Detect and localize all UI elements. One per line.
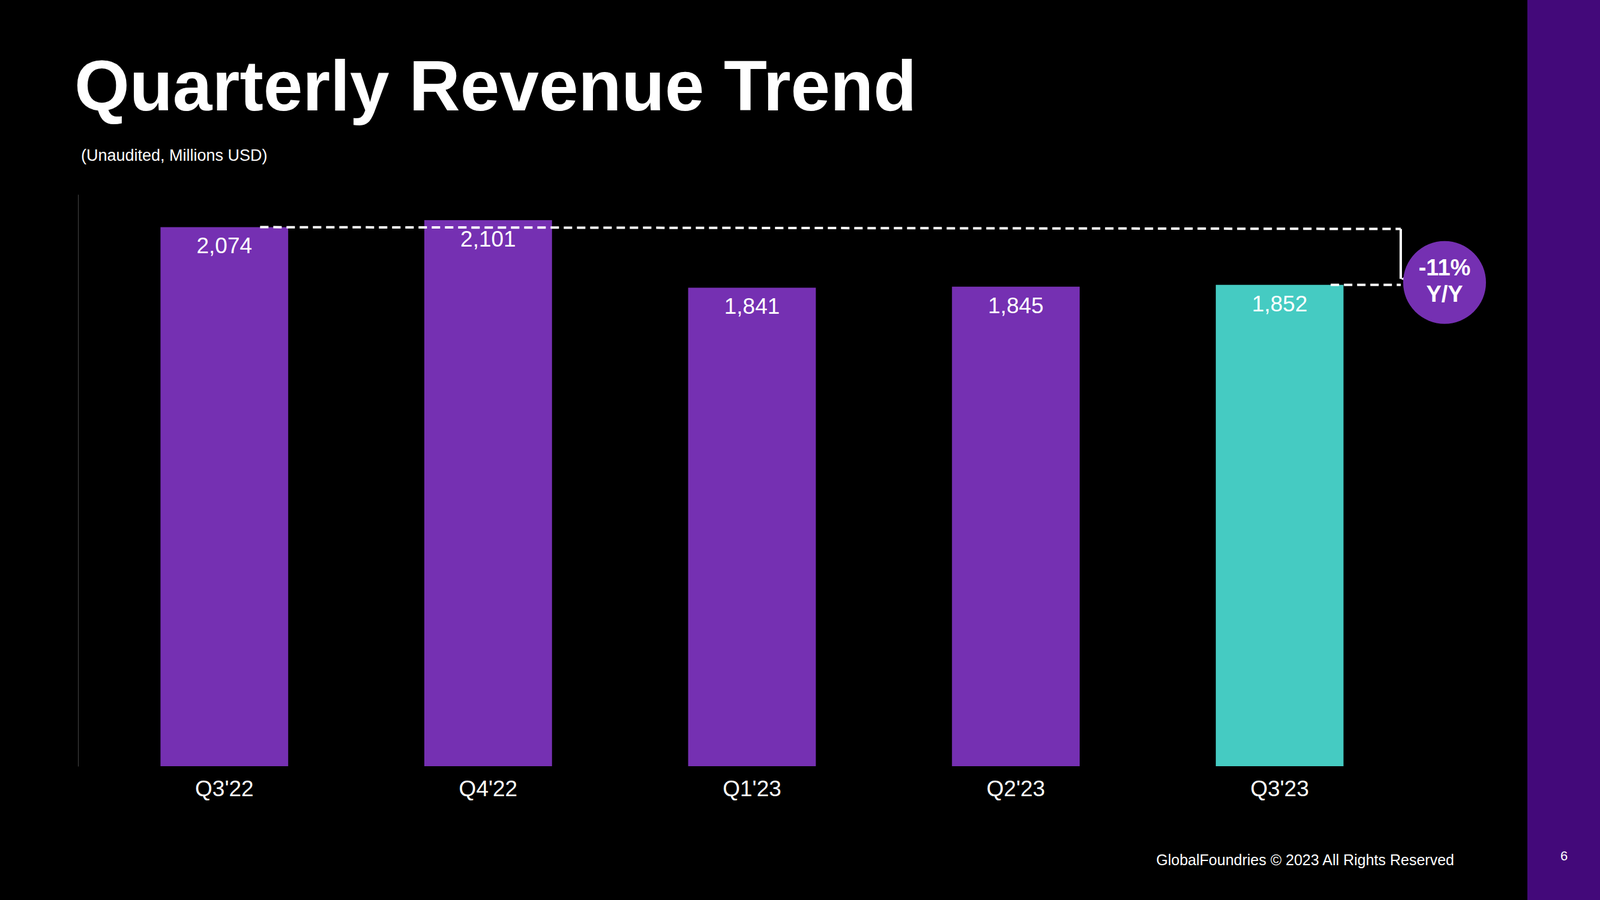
bar	[424, 220, 553, 767]
footer: GlobalFoundries © 2023 All Rights Reserv…	[1156, 851, 1455, 869]
side-strip	[1527, 0, 1600, 900]
x-tick: Q3'22	[195, 766, 254, 802]
annotation-arrow	[1399, 229, 1402, 280]
annotation: -11%Y/Y	[259, 227, 1486, 325]
data-label: 1,852	[1251, 291, 1308, 317]
annotation-line	[259, 227, 1401, 230]
x-tick-label: Q3'23	[1250, 776, 1309, 802]
x-tick-label: Q4'22	[459, 776, 518, 802]
chart: Quarterly Revenue Trend (Unaudited, Milli…	[0, 0, 1600, 900]
subtitle: (Unaudited, Millions USD)	[81, 146, 268, 165]
x-axis: Q3'22 Q4'22 Q1'23 Q2'23 Q3'23	[93, 766, 1413, 802]
x-tick-label: Q2'23	[986, 776, 1046, 802]
annotation-line	[1330, 283, 1401, 287]
annotation-badge	[1403, 241, 1486, 325]
data-label: 2,101	[460, 226, 517, 252]
title: Quarterly Revenue Trend	[74, 46, 917, 126]
x-tick-label: Q1'23	[722, 776, 782, 802]
page-number: 6	[1560, 848, 1568, 864]
bar	[1215, 285, 1344, 767]
data-label: 2,074	[196, 233, 253, 259]
x-tick: Q1'23	[722, 766, 782, 802]
bar	[688, 288, 817, 767]
data-label: 1,841	[724, 294, 781, 319]
annotation-text: Y/Y	[1425, 281, 1463, 307]
bar	[951, 286, 1080, 767]
data-label: 1,845	[987, 293, 1044, 319]
x-tick: Q4'22	[459, 766, 518, 802]
x-axis-line	[93, 766, 1413, 767]
annotation-text: -11%	[1418, 255, 1471, 281]
y-axis-line	[78, 195, 79, 767]
x-tick: Q3'23	[1250, 766, 1309, 802]
bar	[160, 227, 289, 767]
x-tick-label: Q3'22	[195, 776, 254, 802]
background	[0, 0, 1600, 900]
y-axis	[78, 195, 79, 767]
data-labels: 2,074 2,101 1,841 1,845 1,852	[196, 226, 1308, 320]
x-tick: Q2'23	[986, 766, 1046, 802]
bars	[160, 220, 1344, 767]
